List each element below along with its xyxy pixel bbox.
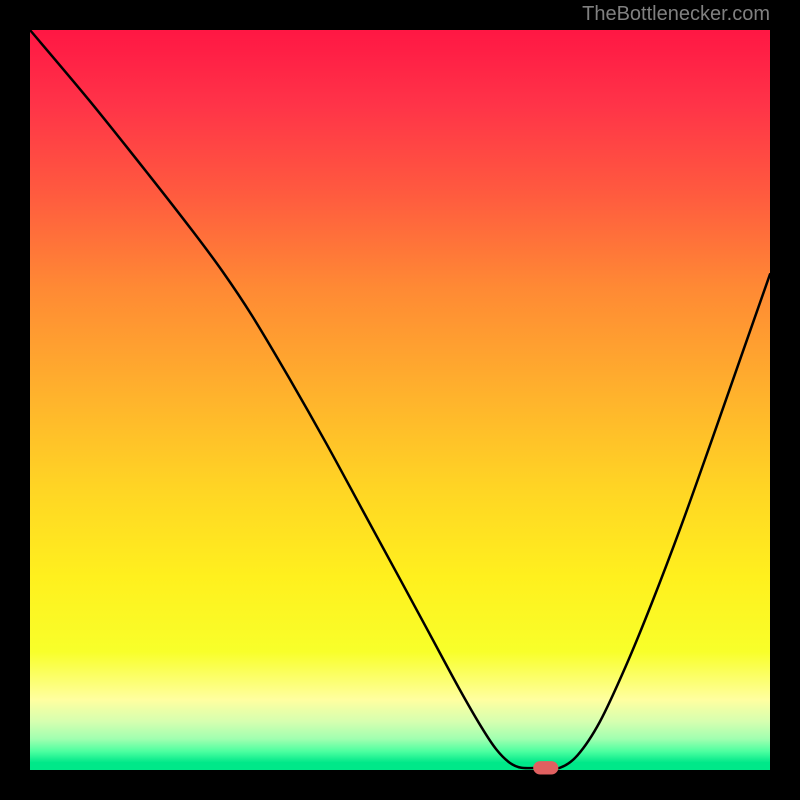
chart-svg bbox=[0, 0, 800, 800]
plot-area bbox=[30, 30, 770, 770]
watermark-text: TheBottlenecker.com bbox=[582, 3, 770, 26]
chart-stage: TheBottlenecker.com bbox=[0, 0, 800, 800]
optimal-marker bbox=[533, 761, 558, 774]
